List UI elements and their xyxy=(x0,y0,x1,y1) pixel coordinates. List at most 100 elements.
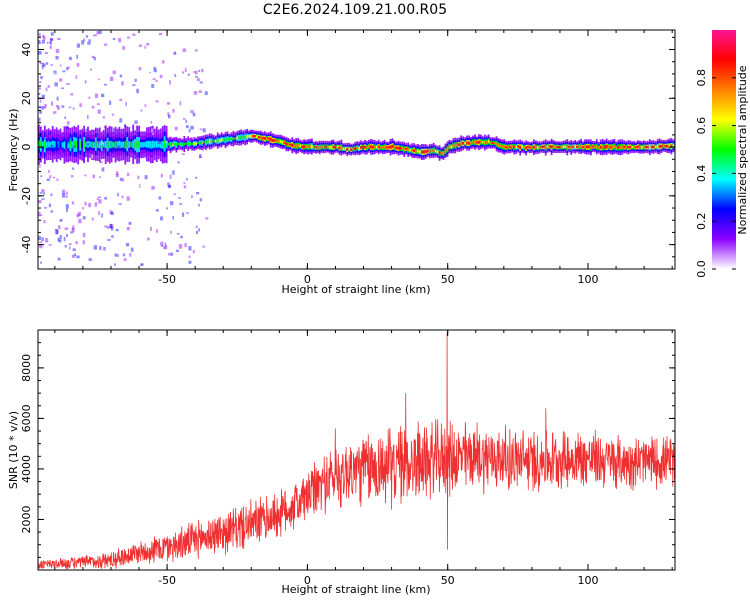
heatmap-cell xyxy=(617,145,620,149)
heatmap-cell xyxy=(59,235,62,240)
heatmap-cell xyxy=(38,117,41,122)
heatmap-cell xyxy=(116,145,121,150)
heatmap-cell xyxy=(438,151,441,155)
heatmap-cell xyxy=(48,244,52,246)
heatmap-cell xyxy=(487,140,490,143)
heatmap-cell xyxy=(175,143,178,147)
heatmap-cell xyxy=(156,137,160,140)
heatmap-cell xyxy=(98,199,102,204)
heatmap-cell xyxy=(138,140,140,149)
heatmap-cell xyxy=(167,112,170,117)
heatmap-cell xyxy=(45,141,48,148)
heatmap-cell xyxy=(119,118,123,123)
heatmap-cell xyxy=(188,260,192,264)
heatmap-cell xyxy=(137,183,140,187)
heatmap-cell xyxy=(513,145,516,149)
heatmap-cell xyxy=(149,71,151,74)
heatmap-cell xyxy=(122,253,126,257)
heatmap-cell xyxy=(69,246,71,250)
heatmap-cell xyxy=(109,210,113,215)
heatmap-cell xyxy=(525,146,527,150)
heatmap-cell xyxy=(39,243,43,249)
heatmap-cell xyxy=(49,41,52,46)
heatmap-cell xyxy=(140,109,143,112)
heatmap-cell xyxy=(39,42,42,45)
spectrogram-heatmap xyxy=(38,30,675,266)
heatmap-cell xyxy=(358,147,360,150)
heatmap-cell xyxy=(256,135,258,138)
heatmap-cell xyxy=(185,142,188,145)
heatmap-cell xyxy=(85,141,87,147)
colorbar-tick-label: 0.2 xyxy=(695,212,708,230)
heatmap-cell xyxy=(218,139,221,142)
heatmap-cell xyxy=(448,145,451,148)
spectrogram-x-tick-label: 0 xyxy=(304,273,311,286)
heatmap-cell xyxy=(130,141,133,148)
heatmap-cell xyxy=(152,132,155,136)
heatmap-cell xyxy=(332,145,335,149)
heatmap-cell xyxy=(574,145,577,149)
heatmap-cell xyxy=(202,128,206,133)
heatmap-cell xyxy=(277,139,280,143)
heatmap-cell xyxy=(171,254,173,257)
spectrogram-panel: -50 0 50 100 -40 -20 0 20 40 Height of straight … xyxy=(7,29,676,296)
heatmap-cell xyxy=(198,90,202,93)
heatmap-cell xyxy=(301,145,303,149)
heatmap-cell xyxy=(178,140,182,143)
heatmap-cell xyxy=(167,102,171,105)
heatmap-cell xyxy=(88,258,92,261)
heatmap-cell xyxy=(307,145,309,149)
heatmap-cell xyxy=(198,69,201,73)
spectrogram-y-axis-label: Frequency (Hz) xyxy=(7,109,20,192)
heatmap-cell xyxy=(63,141,66,149)
heatmap-cell xyxy=(509,145,512,149)
heatmap-cell xyxy=(91,217,94,221)
heatmap-cell xyxy=(192,249,195,254)
heatmap-cell xyxy=(155,100,159,103)
heatmap-cell xyxy=(607,145,610,148)
heatmap-cell xyxy=(428,149,431,153)
heatmap-cell xyxy=(120,141,123,148)
heatmap-cell xyxy=(56,229,59,235)
heatmap-cell xyxy=(462,142,465,145)
snr-line-series xyxy=(38,332,675,570)
snr-x-tick-label: 0 xyxy=(304,574,311,587)
heatmap-cell xyxy=(134,141,137,148)
heatmap-cell xyxy=(69,141,72,148)
heatmap-cell xyxy=(155,229,158,233)
heatmap-cell xyxy=(60,219,63,222)
heatmap-cell xyxy=(352,148,355,151)
heatmap-cell xyxy=(140,152,144,156)
heatmap-cell xyxy=(344,147,347,150)
heatmap-cell xyxy=(194,185,196,190)
heatmap-cell xyxy=(99,204,102,210)
heatmap-cell xyxy=(558,146,561,149)
heatmap-cell xyxy=(444,149,447,153)
heatmap-cell xyxy=(139,44,142,48)
heatmap-cell xyxy=(194,49,198,52)
heatmap-cell xyxy=(174,126,178,131)
heatmap-cell xyxy=(195,70,198,75)
heatmap-cell xyxy=(542,145,545,148)
heatmap-cell xyxy=(197,141,199,144)
heatmap-cell xyxy=(601,145,604,149)
heatmap-cell xyxy=(73,40,77,44)
heatmap-cell xyxy=(248,135,250,138)
heatmap-cell xyxy=(244,136,247,140)
heatmap-cell xyxy=(166,207,169,210)
heatmap-cell xyxy=(140,142,142,148)
heatmap-cell xyxy=(43,206,48,209)
heatmap-cell xyxy=(195,142,197,145)
heatmap-cell xyxy=(77,140,80,149)
heatmap-cell xyxy=(48,169,50,174)
heatmap-cell xyxy=(273,139,276,142)
heatmap-cell xyxy=(238,136,241,140)
heatmap-cell xyxy=(104,196,107,200)
heatmap-cell xyxy=(134,78,137,82)
heatmap-cell xyxy=(42,34,45,38)
heatmap-cell xyxy=(495,142,498,146)
heatmap-cell xyxy=(52,111,57,114)
heatmap-cell xyxy=(56,160,59,163)
heatmap-cell xyxy=(98,78,100,81)
heatmap-cell xyxy=(47,173,51,177)
